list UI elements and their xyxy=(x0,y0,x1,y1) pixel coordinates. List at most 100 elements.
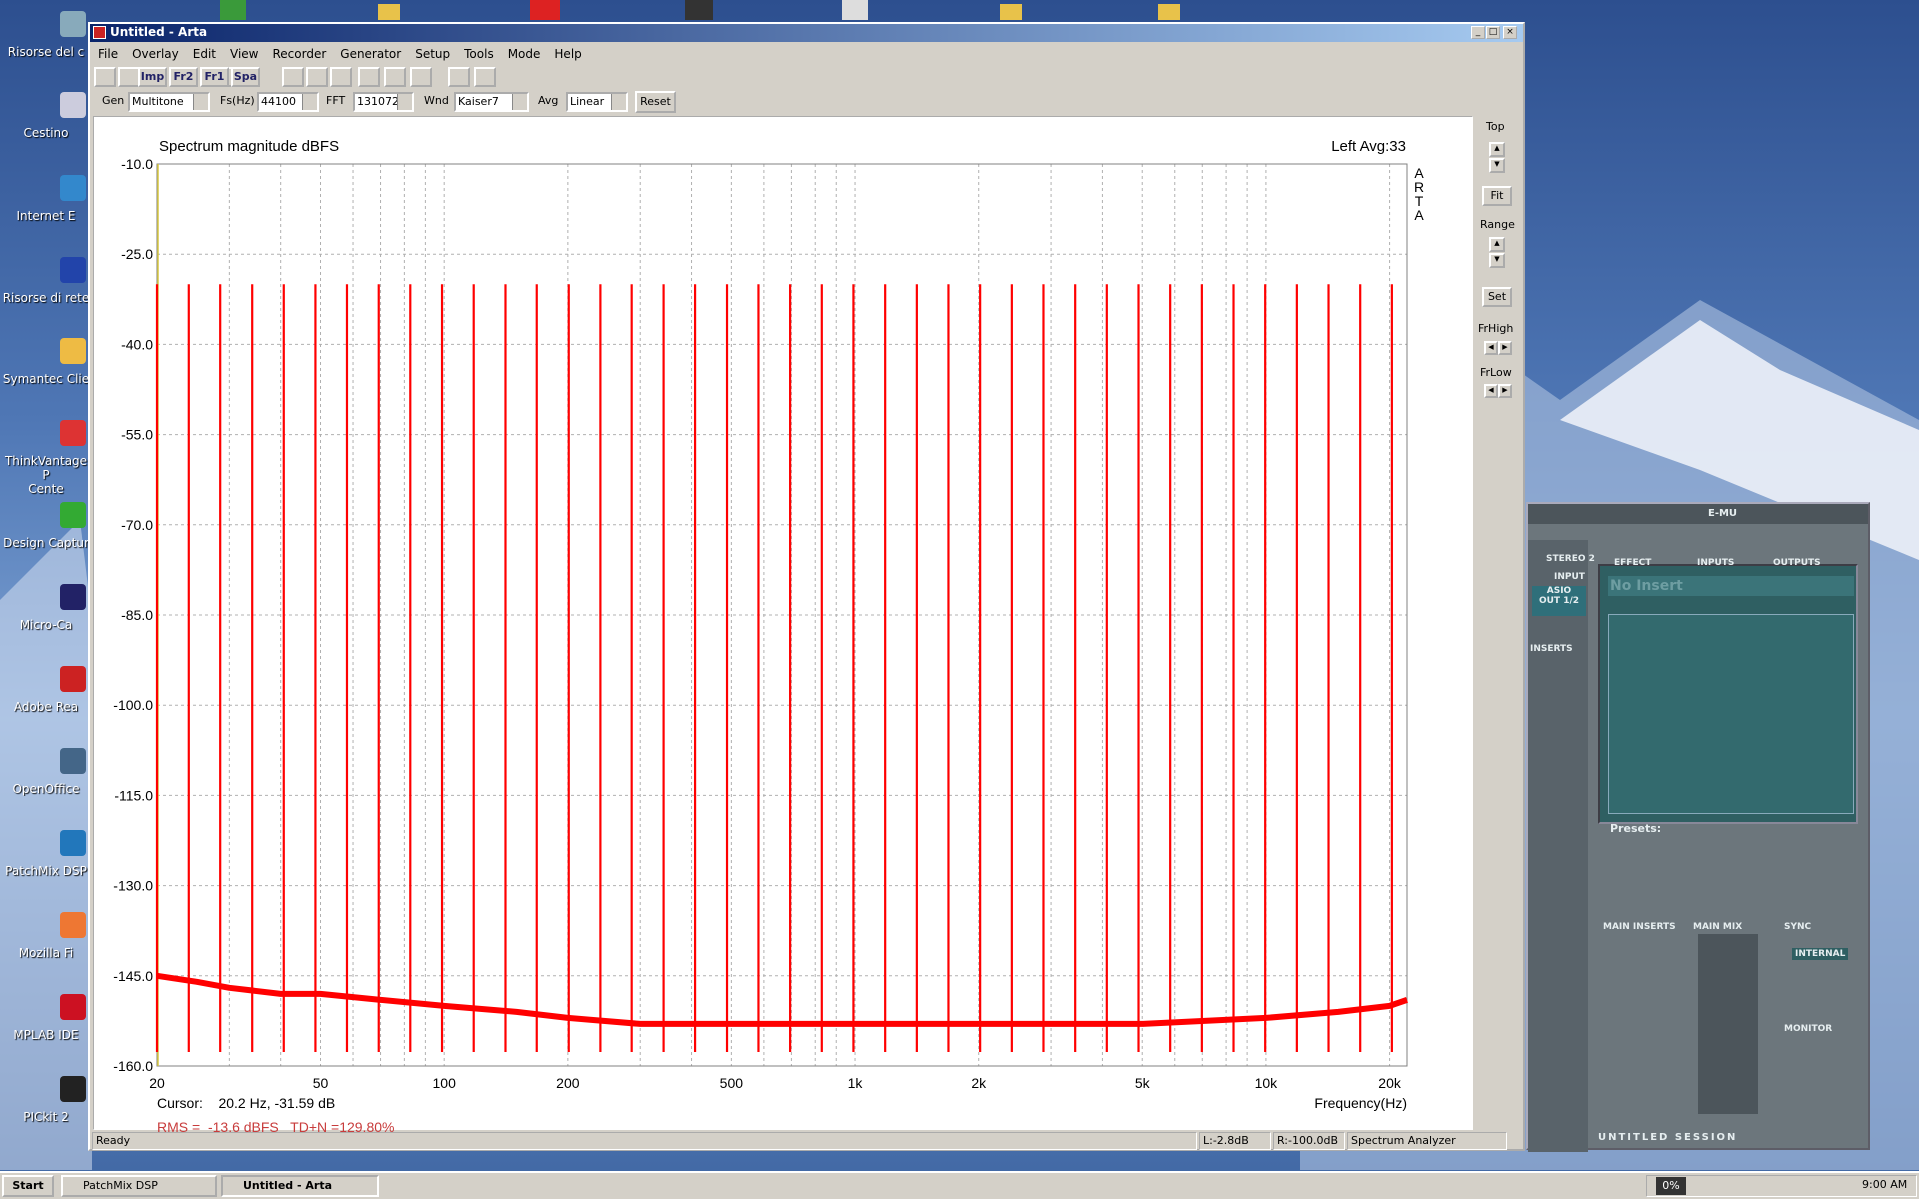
main-inserts-label: MAIN INSERTS xyxy=(1603,922,1676,932)
monitor-label: MONITOR xyxy=(1784,1024,1833,1034)
gen-select[interactable]: Multitone xyxy=(128,92,210,112)
desktop-icon-label[interactable]: ThinkVantage P Cente xyxy=(4,454,88,496)
desktop-icon[interactable] xyxy=(60,584,86,610)
frhigh-label: FrHigh xyxy=(1478,322,1514,335)
desktop-icon[interactable] xyxy=(60,338,86,364)
desktop-icon[interactable] xyxy=(60,502,86,528)
desktop-icon[interactable] xyxy=(60,257,86,283)
toolbar-icon[interactable] xyxy=(384,67,406,87)
desktop-icon-label[interactable]: PatchMix DSP xyxy=(5,864,87,878)
toolbar-icon[interactable] xyxy=(330,67,352,87)
desktop-icon-label[interactable]: Risorse di rete xyxy=(2,291,90,305)
desktop-icon-label[interactable]: PICkit 2 xyxy=(23,1110,69,1124)
minimize-button[interactable]: _ xyxy=(1471,26,1485,39)
toolbar-icon[interactable] xyxy=(474,67,496,87)
menu-item[interactable]: Overlay xyxy=(132,47,179,61)
toolbar-icon[interactable] xyxy=(358,67,380,87)
maximize-button[interactable]: □ xyxy=(1486,26,1500,39)
insert-name-box xyxy=(1608,576,1854,596)
arta-window: Untitled - Arta _ □ × File Overlay Edit Vie… xyxy=(88,22,1525,1151)
frhigh-left[interactable]: ◀ xyxy=(1484,341,1498,355)
desktop-icon[interactable] xyxy=(60,994,86,1020)
toolbar-icon[interactable] xyxy=(306,67,328,87)
frlow-left[interactable]: ◀ xyxy=(1484,384,1498,398)
desktop-icon-label[interactable]: Risorse del c xyxy=(7,45,85,59)
preset-list xyxy=(1608,614,1854,814)
menu-item[interactable]: Tools xyxy=(464,47,494,61)
clock: 9:00 AM xyxy=(1862,1178,1908,1191)
desktop-icon[interactable] xyxy=(60,1076,86,1102)
app-icon xyxy=(93,26,106,39)
desktop-icon-label[interactable]: Adobe Rea xyxy=(13,700,79,714)
frlow-right[interactable]: ▶ xyxy=(1498,384,1512,398)
desktop-icon[interactable] xyxy=(60,666,86,692)
input-label: INPUT xyxy=(1554,572,1585,582)
menu-item[interactable]: Mode xyxy=(507,47,541,61)
plot-area xyxy=(93,116,1473,1130)
toolbar-icon[interactable] xyxy=(118,67,140,87)
stereo-label: STEREO 2 xyxy=(1546,554,1595,564)
avg-select[interactable]: Linear xyxy=(566,92,628,112)
fs-select[interactable]: 44100 xyxy=(257,92,319,112)
desktop-icon-label[interactable]: Internet E xyxy=(16,209,76,223)
desktop-icon[interactable] xyxy=(60,830,86,856)
desktop-icon-label[interactable]: Design Captur xyxy=(3,536,89,550)
status-mode: Spectrum Analyzer xyxy=(1347,1132,1507,1150)
menu-item[interactable]: View xyxy=(230,47,259,61)
task-button[interactable]: Untitled - Arta xyxy=(221,1175,379,1197)
toolbar-button[interactable]: Imp xyxy=(138,67,167,87)
menu-item[interactable]: Generator xyxy=(340,47,402,61)
menu-item[interactable]: Help xyxy=(554,47,582,61)
presets-label: Presets: xyxy=(1610,822,1662,835)
reset-button[interactable]: Reset xyxy=(635,91,676,113)
range-down[interactable]: ▼ xyxy=(1489,253,1505,268)
menu-item[interactable]: Setup xyxy=(415,47,451,61)
title-bar: Untitled - Arta xyxy=(90,24,1523,42)
desktop-icon-label[interactable]: Cestino xyxy=(23,126,69,140)
start-button[interactable]: Start xyxy=(2,1175,54,1197)
menu-item[interactable]: File xyxy=(98,47,119,61)
inserts-label: INSERTS xyxy=(1530,644,1573,654)
wnd-label: Wnd xyxy=(424,94,449,107)
desktop-icon[interactable] xyxy=(60,912,86,938)
fft-select[interactable]: 131072 xyxy=(353,92,414,112)
toolbar-icon[interactable] xyxy=(94,67,116,87)
desktop-icon[interactable] xyxy=(60,175,86,201)
toolbar-icon[interactable] xyxy=(448,67,470,87)
desktop-icon-label[interactable]: MPLAB IDE xyxy=(13,1028,79,1042)
no-insert: No Insert xyxy=(1610,578,1683,594)
task-button[interactable]: PatchMix DSP xyxy=(61,1175,217,1197)
range-up[interactable]: ▲ xyxy=(1489,237,1505,252)
desktop-icon-label[interactable]: Symantec Clie xyxy=(2,372,90,386)
toolbar-icon[interactable] xyxy=(282,67,304,87)
close-button[interactable]: × xyxy=(1503,26,1517,39)
desktop-icon[interactable] xyxy=(60,92,86,118)
taskbar: Start PatchMix DSP Untitled - Arta 0% 9:… xyxy=(0,1171,1919,1199)
status-right-level: R:-100.0dB xyxy=(1273,1132,1345,1150)
system-tray xyxy=(1646,1175,1917,1197)
set-button[interactable]: Set xyxy=(1482,287,1512,307)
main-mix-label: MAIN MIX xyxy=(1693,922,1743,932)
effect-label: EFFECT xyxy=(1614,558,1652,568)
frhigh-right[interactable]: ▶ xyxy=(1498,341,1512,355)
top-down[interactable]: ▼ xyxy=(1489,158,1505,173)
status-left-level: L:-2.8dB xyxy=(1199,1132,1271,1150)
desktop-icon[interactable] xyxy=(60,11,86,37)
desktop-icon[interactable] xyxy=(60,748,86,774)
desktop-icon-label[interactable]: Micro-Ca xyxy=(19,618,73,632)
top-up[interactable]: ▲ xyxy=(1489,142,1505,157)
desktop-icon-label[interactable]: OpenOffice xyxy=(12,782,80,796)
toolbar-button[interactable]: Spa xyxy=(231,67,260,87)
wnd-select[interactable]: Kaiser7 xyxy=(454,92,529,112)
desktop-icon-label[interactable]: Mozilla Fi xyxy=(18,946,74,960)
desktop-icon[interactable] xyxy=(60,420,86,446)
fit-button[interactable]: Fit xyxy=(1482,186,1512,206)
gen-label: Gen xyxy=(102,94,125,107)
menu-item[interactable]: Edit xyxy=(192,47,216,61)
main-fader xyxy=(1698,934,1758,1114)
menu-item[interactable]: Recorder xyxy=(272,47,327,61)
toolbar-icon[interactable] xyxy=(410,67,432,87)
toolbar-button[interactable]: Fr2 xyxy=(169,67,198,87)
asio-box: ASIO OUT 1/2 xyxy=(1532,586,1586,616)
toolbar-button[interactable]: Fr1 xyxy=(200,67,229,87)
